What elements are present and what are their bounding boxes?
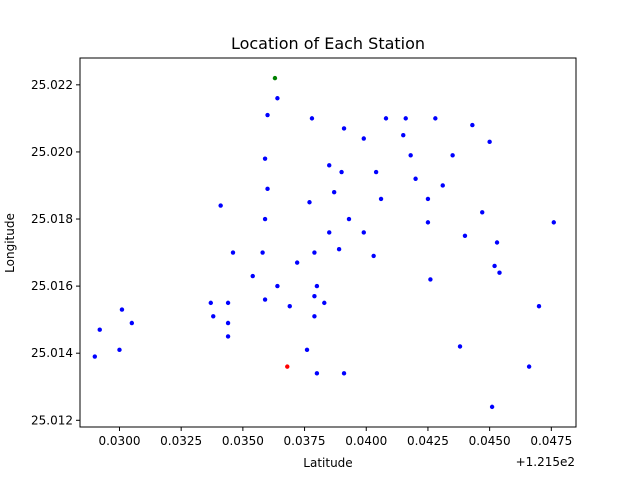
- data-point: [489, 404, 495, 410]
- data-point: [322, 300, 327, 306]
- data-point: [309, 116, 315, 121]
- data-point: [97, 327, 102, 332]
- x-tick-label: 0.0300: [98, 434, 140, 448]
- data-point: [225, 320, 231, 326]
- data-point: [314, 283, 320, 289]
- data-point: [470, 122, 475, 128]
- data-point: [403, 116, 408, 121]
- data-point: [225, 334, 231, 339]
- data-point: [262, 297, 268, 302]
- data-point: [413, 176, 418, 181]
- data-point: [92, 354, 98, 359]
- data-point: [262, 216, 268, 222]
- data-point: [117, 347, 122, 353]
- x-tick-label: 0.0325: [160, 434, 202, 448]
- data-point: [312, 293, 317, 299]
- x-axis-label: Latitude: [303, 456, 352, 470]
- data-point: [440, 183, 445, 188]
- data-points: [92, 75, 556, 410]
- data-point: [378, 196, 384, 202]
- data-point: [425, 220, 431, 225]
- data-point: [312, 250, 317, 255]
- data-point: [260, 250, 265, 255]
- data-point: [307, 200, 312, 205]
- y-tick-label: 25.014: [31, 346, 73, 360]
- x-axis-ticks: 0.0300 0.0325 0.0350 0.0375 0.0400 0.0425 0.04…: [98, 427, 572, 448]
- data-point: [457, 344, 463, 349]
- y-tick-label: 25.022: [31, 78, 73, 92]
- x-tick-label: 0.0475: [530, 434, 572, 448]
- y-tick-label: 25.020: [31, 145, 73, 159]
- data-point: [312, 314, 317, 319]
- x-tick-label: 0.0450: [469, 434, 511, 448]
- data-point: [339, 169, 344, 175]
- data-point: [275, 283, 280, 289]
- data-point: [551, 220, 556, 225]
- data-point: [119, 307, 125, 312]
- data-point: [526, 364, 532, 369]
- data-point: [428, 277, 433, 282]
- data-point: [487, 139, 492, 145]
- data-point: [327, 163, 332, 168]
- x-axis-offset-label: +1.215e2: [516, 455, 575, 469]
- data-point: [336, 247, 342, 252]
- data-point: [265, 186, 270, 192]
- data-point: [408, 153, 413, 158]
- data-point: [497, 270, 502, 275]
- data-point: [494, 240, 500, 245]
- data-point: [129, 320, 135, 326]
- data-point: [314, 371, 320, 376]
- data-point: [225, 300, 231, 306]
- data-point: [462, 233, 468, 238]
- data-point: [371, 253, 376, 259]
- data-point: [361, 136, 366, 141]
- y-axis-label: Longitude: [3, 213, 17, 273]
- x-tick-label: 0.0375: [284, 434, 326, 448]
- data-point: [265, 112, 270, 118]
- data-point: [450, 153, 455, 158]
- data-point: [211, 314, 216, 319]
- data-point: [331, 189, 337, 195]
- y-tick-label: 25.016: [31, 279, 73, 293]
- data-point: [294, 260, 300, 265]
- data-point: [361, 230, 366, 235]
- data-point: [304, 347, 310, 353]
- data-point: [383, 116, 389, 121]
- y-tick-label: 25.018: [31, 212, 73, 226]
- data-point: [536, 304, 542, 309]
- data-point: [287, 304, 292, 309]
- data-point: [275, 96, 280, 101]
- data-point: [341, 126, 347, 131]
- y-axis-ticks: 25.012 25.014 25.016 25.018 25.020 25.022: [31, 78, 80, 427]
- data-point: [373, 169, 379, 175]
- data-point: [272, 75, 278, 81]
- data-point: [492, 263, 497, 269]
- data-point: [285, 364, 290, 369]
- data-point: [341, 371, 347, 376]
- x-tick-label: 0.0425: [407, 434, 449, 448]
- y-tick-label: 25.012: [31, 413, 73, 427]
- data-point: [480, 210, 485, 215]
- data-point: [425, 196, 431, 202]
- data-point: [401, 132, 406, 138]
- data-point: [250, 273, 255, 279]
- x-tick-label: 0.0400: [345, 434, 387, 448]
- data-point: [230, 250, 236, 255]
- chart-title: Location of Each Station: [231, 34, 425, 53]
- data-point: [208, 300, 213, 306]
- data-point: [433, 116, 438, 121]
- data-point: [346, 216, 352, 222]
- data-point: [327, 230, 332, 235]
- data-point: [262, 156, 268, 161]
- plot-frame: [79, 57, 577, 428]
- x-tick-label: 0.0350: [222, 434, 264, 448]
- data-point: [218, 203, 223, 208]
